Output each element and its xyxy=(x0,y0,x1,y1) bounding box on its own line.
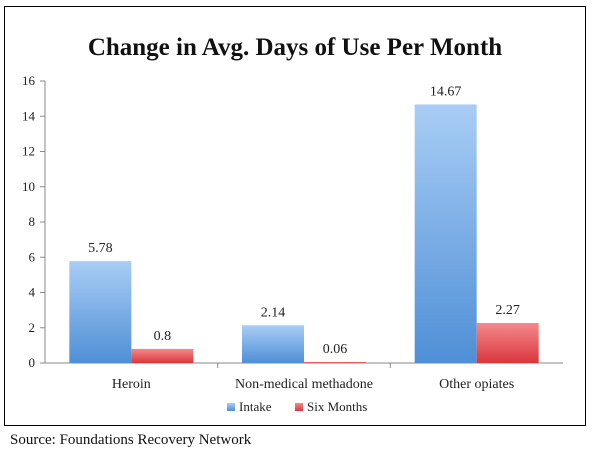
legend-swatch xyxy=(227,403,235,411)
data-label: 2.27 xyxy=(495,303,520,318)
chart-frame: Change in Avg. Days of Use Per Month 0 2 4… xyxy=(4,6,586,426)
y-tick-label: 10 xyxy=(22,179,35,194)
y-tick-label: 0 xyxy=(29,355,36,370)
x-category-label: Heroin xyxy=(112,377,151,392)
legend-swatch xyxy=(295,403,303,411)
y-tick-label: 4 xyxy=(29,285,36,300)
bar-six-months xyxy=(304,361,366,363)
bar-intake xyxy=(69,261,132,363)
y-tick-label: 16 xyxy=(22,73,36,88)
y-tick-label: 6 xyxy=(29,249,36,264)
y-tick-label: 14 xyxy=(22,108,36,123)
bar-intake xyxy=(414,104,477,363)
chart-title: Change in Avg. Days of Use Per Month xyxy=(88,34,502,61)
bar-chart: Change in Avg. Days of Use Per Month 0 2 4… xyxy=(22,34,563,414)
data-label: 2.14 xyxy=(261,305,286,320)
x-category-label: Other opiates xyxy=(439,377,514,392)
legend-label: Intake xyxy=(239,399,272,414)
source-note: Source: Foundations Recovery Network xyxy=(10,432,252,448)
data-label: 5.78 xyxy=(88,241,113,256)
y-tick-label: 12 xyxy=(22,144,35,159)
y-tick-label: 2 xyxy=(29,320,36,335)
bar-six-months xyxy=(476,322,539,363)
bar-six-months xyxy=(131,348,194,363)
data-label: 0.06 xyxy=(323,342,348,357)
bar-intake xyxy=(242,325,304,363)
legend-label: Six Months xyxy=(307,399,367,414)
data-label: 0.8 xyxy=(154,329,172,344)
x-category-label: Non-medical methadone xyxy=(235,377,373,392)
y-tick-label: 8 xyxy=(29,214,36,229)
data-label: 14.67 xyxy=(430,84,462,99)
